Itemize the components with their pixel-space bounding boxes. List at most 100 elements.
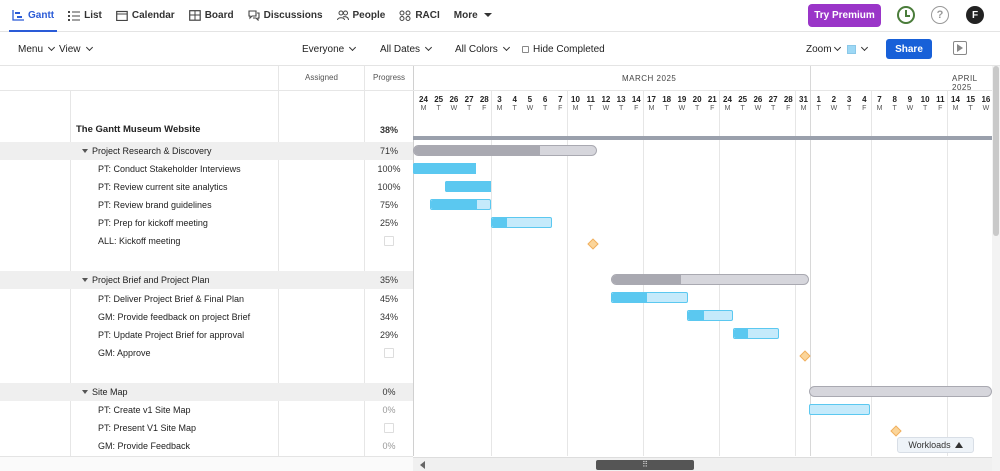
project-summary-bar[interactable] [413,136,992,140]
workloads-button[interactable]: Workloads [897,437,974,453]
milestone-diamond[interactable] [587,238,599,250]
task-name: PT: Prep for kickoff meeting [98,218,208,228]
chevron-up-icon [954,442,963,448]
milestone-row[interactable]: PT: Present V1 Site Map [0,419,413,437]
group-bar-progress-fill [612,275,681,284]
milestone-checkbox[interactable] [384,423,394,433]
everyone-filter[interactable]: Everyone [302,32,357,66]
color-picker[interactable] [847,32,869,66]
task-row[interactable]: PT: Conduct Stakeholder Interviews 100% [0,160,413,178]
group-row[interactable]: Project Brief and Project Plan 35% [0,271,413,289]
group-bar[interactable] [809,386,992,397]
tab-more[interactable]: More [447,0,500,32]
tab-board[interactable]: Board [182,0,241,32]
milestone-checkbox[interactable] [384,236,394,246]
timeline-day-label: 24 [723,95,732,104]
task-row[interactable]: GM: Provide feedback on project Brief 34% [0,308,413,326]
time-tracking-clock-icon[interactable] [897,6,915,24]
tab-people[interactable]: People [330,0,393,32]
try-premium-button[interactable]: Try Premium [808,4,881,27]
progress-column-header[interactable]: Progress [373,73,406,82]
task-row[interactable]: PT: Review current site analytics 100% [0,178,413,196]
presentation-mode-icon[interactable] [953,41,967,55]
milestone-row[interactable]: GM: Approve [0,344,413,362]
vertical-scrollbar[interactable] [992,66,1000,471]
tab-gantt-label: Gantt [28,10,55,21]
chevron-down-icon [502,43,510,52]
timeline-day-label: 7 [877,95,882,104]
milestone-diamond[interactable] [799,350,811,362]
share-button[interactable]: Share [886,39,932,59]
task-bar[interactable] [491,217,552,228]
dates-filter[interactable]: All Dates [380,32,433,66]
timeline-weekday-label: W [906,105,914,112]
timeline-weekday-label: F [786,105,791,112]
column-divider [364,66,365,456]
group-row[interactable]: Site Map 0% [0,383,413,401]
milestone-checkbox[interactable] [384,348,394,358]
task-bar[interactable] [611,292,688,303]
task-progress: 25% [379,218,398,228]
timeline-day-label: 27 [768,95,778,104]
scroll-left-arrow-icon[interactable] [419,461,427,469]
task-bar[interactable] [430,199,491,210]
hide-completed-label: Hide Completed [533,43,605,55]
horizontal-scrollbar[interactable]: ⠿ [413,457,992,471]
tab-discussions-label: Discussions [263,10,323,21]
task-row[interactable]: PT: Create v1 Site Map 0% [0,401,413,419]
tab-discussions[interactable]: Discussions [241,0,330,32]
task-row[interactable]: PT: Review brand guidelines 75% [0,196,413,214]
tab-more-label: More [453,10,478,21]
task-bar[interactable] [445,181,491,192]
zoom-label: Zoom [806,43,832,55]
collapse-triangle-icon[interactable] [82,389,88,394]
task-row[interactable]: PT: Update Project Brief for approval 29% [0,326,413,344]
milestone-diamond[interactable] [890,425,902,437]
timeline-weekday-label: W [450,105,458,112]
group-bar[interactable] [611,274,809,285]
tab-list-label: List [84,10,102,21]
gantt-timeline[interactable]: MARCH 2025 APRIL 2025 24 M 25 T 26 W 27 T 28 F 3 M 4… [413,66,992,456]
tab-calendar[interactable]: Calendar [109,0,182,32]
week-divider [871,91,872,456]
tab-raci[interactable]: RACI [392,0,446,32]
task-row[interactable]: GM: Provide Feedback 0% [0,437,413,455]
view-dropdown[interactable]: View [59,32,93,66]
calendar-icon [115,10,128,21]
task-row[interactable]: PT: Prep for kickoff meeting 25% [0,214,413,232]
task-row[interactable]: PT: Deliver Project Brief & Final Plan 45… [0,290,413,308]
milestone-row[interactable]: ALL: Kickoff meeting [0,232,413,250]
task-bar[interactable] [733,328,779,339]
tab-list[interactable]: List [61,0,109,32]
task-bar-progress-fill [431,200,477,209]
group-progress: 71% [379,146,398,156]
task-bar[interactable] [809,404,870,415]
vertical-scroll-thumb[interactable] [993,66,999,236]
timeline-weekday-label: M [496,105,503,112]
project-row[interactable]: The Gantt Museum Website 38% [0,121,413,139]
task-bar[interactable] [413,163,476,174]
task-progress: 0% [382,441,396,451]
assigned-column-header[interactable]: Assigned [305,73,338,82]
week-divider [947,91,948,456]
collapse-triangle-icon[interactable] [82,148,88,153]
colors-filter[interactable]: All Colors [455,32,510,66]
help-icon[interactable]: ? [931,6,949,24]
horizontal-scroll-thumb[interactable]: ⠿ [596,460,694,470]
timeline-day-label: 24 [419,95,428,104]
group-bar[interactable] [413,145,597,156]
tab-board-label: Board [204,10,234,21]
user-avatar[interactable]: F [966,6,984,24]
group-row[interactable]: Project Research & Discovery 71% [0,142,413,160]
colors-label: All Colors [455,43,498,55]
zoom-dropdown[interactable]: Zoom [806,32,841,66]
timeline-weekday-label: T [466,105,472,112]
group-progress: 0% [382,387,396,397]
hide-completed-toggle[interactable]: Hide Completed [522,32,605,66]
collapse-triangle-icon[interactable] [82,277,88,282]
week-divider [567,91,568,456]
hide-completed-checkbox[interactable] [522,45,529,53]
task-bar[interactable] [687,310,733,321]
menu-dropdown[interactable]: Menu [18,32,56,66]
tab-gantt[interactable]: Gantt [5,0,61,32]
